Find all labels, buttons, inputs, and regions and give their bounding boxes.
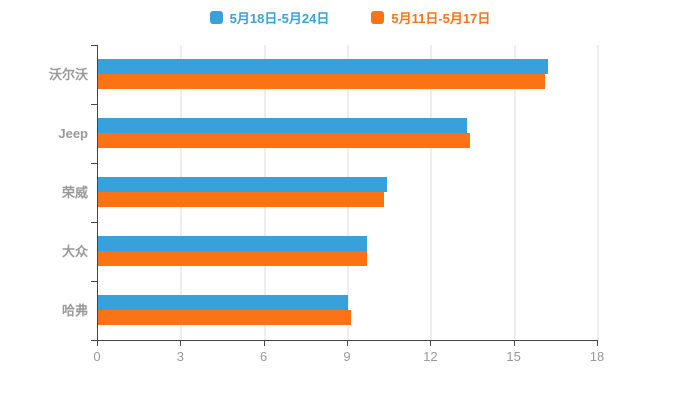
x-axis-label-15: 15 [506,349,521,364]
y-axis-label-哈弗: 哈弗 [61,302,88,318]
bar-series0-沃尔沃[interactable] [98,59,548,74]
x-axis-tick [347,341,348,346]
x-axis-label-18: 18 [589,349,605,364]
bar-series1-哈弗[interactable] [98,310,351,325]
bar-series1-沃尔沃[interactable] [98,74,546,89]
y-axis-label-Jeep: Jeep [58,125,88,141]
bar-series0-大众[interactable] [98,236,368,251]
bar-series1-Jeep[interactable] [98,133,471,148]
legend-item-1[interactable]: 5月11日-5月17日 [371,8,490,27]
bar-group-Jeep [98,104,598,163]
y-axis-tick [91,104,97,105]
gridline-x-15 [514,45,516,340]
x-axis-label-12: 12 [423,349,438,364]
plot-area [97,45,599,341]
y-axis-label-大众: 大众 [61,243,88,259]
legend: 5月18日-5月24日 5月11日-5月17日 [0,6,700,28]
y-axis-tick [91,281,97,282]
bar-series1-荣威[interactable] [98,192,385,207]
bar-series1-大众[interactable] [98,251,368,266]
bar-group-沃尔沃 [98,45,598,104]
legend-item-0[interactable]: 5月18日-5月24日 [209,8,330,27]
x-axis-tick [597,341,598,346]
y-axis-tick [91,45,97,46]
bar-group-大众 [98,222,598,281]
bar-group-荣威 [98,163,598,222]
y-axis-tick [91,163,97,164]
y-axis-label-沃尔沃: 沃尔沃 [48,66,88,82]
x-axis-label-3: 3 [176,349,184,364]
bar-series0-哈弗[interactable] [98,295,348,310]
y-axis-tick [91,222,97,223]
bar-group-哈弗 [98,281,598,340]
x-axis-tick [430,341,432,346]
x-axis-label-9: 9 [343,349,351,364]
legend-marker-icon [209,10,223,24]
x-axis-label-6: 6 [260,349,268,364]
x-axis-label-0: 0 [93,349,101,364]
x-axis-tick [97,341,98,346]
legend-marker-icon [371,10,385,24]
gridline-x-12 [430,45,432,340]
x-axis-tick [180,341,182,346]
y-axis-label-荣威: 荣威 [61,184,88,200]
y-axis-tick [91,340,97,341]
gridline-x-18 [597,45,599,340]
x-axis-tick [263,341,265,346]
legend-label: 5月18日-5月24日 [229,10,330,26]
x-axis-tick [513,341,515,346]
bar-series0-荣威[interactable] [98,177,387,192]
legend-label: 5月11日-5月17日 [391,10,491,26]
bar-series0-Jeep[interactable] [98,118,468,133]
